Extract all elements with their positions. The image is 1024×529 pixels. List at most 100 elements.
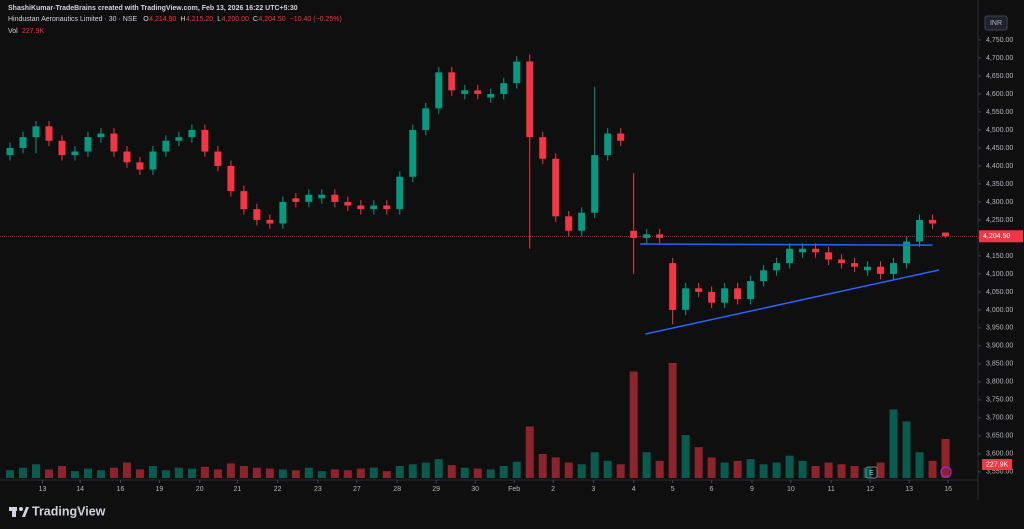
volume-bar [382, 471, 391, 478]
volume-label-box [982, 459, 1012, 470]
y-tick-label: 3,550.00 [986, 469, 1013, 476]
candle-body [240, 191, 248, 210]
volume-bar [876, 462, 885, 478]
dividend-icon[interactable] [940, 466, 952, 478]
candle-body [123, 151, 131, 163]
candle-body [344, 201, 352, 206]
y-tick-label: 3,650.00 [986, 433, 1013, 440]
change: −10.40 (−0.25%) [290, 16, 342, 23]
y-tick-label: 4,300.00 [986, 199, 1013, 206]
ohlc-legend: Hindustan Aeronautics Limited · 30 · NSE… [8, 16, 342, 23]
candle-body [747, 281, 755, 300]
ohlc-value: 4,215.20 [186, 16, 213, 23]
volume-bar [317, 471, 326, 478]
footer [0, 500, 1024, 529]
symbol: Hindustan Aeronautics Limited · 30 · NSE [8, 16, 138, 23]
ohlc-key: L [217, 16, 221, 23]
earnings-icon[interactable] [865, 466, 878, 479]
volume-bar [473, 468, 482, 478]
y-tick-label: 4,100.00 [986, 271, 1013, 278]
volume-bar [707, 457, 716, 478]
volume-bar [889, 409, 898, 478]
volume-bar [369, 467, 378, 478]
candle-body [201, 129, 209, 152]
candle-body [851, 263, 859, 267]
volume-bar [96, 470, 105, 478]
candle-body [396, 176, 404, 210]
candle-body [539, 137, 547, 159]
x-tick-label: 23 [314, 486, 322, 493]
volume-bar [252, 467, 261, 478]
volume-bar [902, 421, 911, 478]
volume-label: 227.9K [986, 461, 1009, 468]
volume-bar [304, 467, 313, 478]
volume-bar [564, 462, 573, 478]
candle-body [58, 140, 66, 156]
volume-bar [577, 464, 586, 478]
x-tick-label: 19 [156, 486, 164, 493]
candle-body [84, 137, 92, 152]
volume-bar [499, 465, 508, 478]
volume-bar [213, 469, 222, 478]
candle-body [890, 263, 898, 274]
volume-bar [616, 464, 625, 478]
y-tick-label: 4,650.00 [986, 73, 1013, 80]
candle-body [682, 288, 690, 310]
y-tick-label: 4,550.00 [986, 109, 1013, 116]
y-tick-label: 3,600.00 [986, 451, 1013, 458]
ohlc-key: C [253, 16, 258, 23]
candle-body [110, 133, 118, 152]
volume-bar [746, 459, 755, 478]
earnings-letter[interactable]: E [869, 470, 874, 477]
y-tick-label: 3,700.00 [986, 415, 1013, 422]
candle-body [383, 205, 391, 210]
candle-body [773, 263, 781, 271]
candle-body [149, 151, 157, 170]
volume-bar [798, 460, 807, 478]
volume-bar [83, 468, 92, 478]
ohlc-key: H [180, 16, 185, 23]
volume-bar [70, 471, 79, 478]
x-tick-label: 22 [274, 486, 282, 493]
candle-body [903, 241, 911, 264]
volume-bar [811, 465, 820, 478]
candle-body [409, 129, 417, 177]
x-tick-label: 6 [710, 486, 714, 493]
volume-bar [720, 462, 729, 478]
volume-bar [395, 465, 404, 478]
y-tick-label: 3,900.00 [986, 343, 1013, 350]
trendline [645, 269, 940, 335]
volume-bar [447, 465, 456, 478]
volume-bar [239, 465, 248, 478]
y-tick-label: 4,250.00 [986, 217, 1013, 224]
x-tick-label: Feb [508, 486, 520, 493]
volume-bar [226, 463, 235, 478]
volume-bar [187, 468, 196, 478]
candle-body [630, 230, 638, 238]
y-tick-label: 4,600.00 [986, 91, 1013, 98]
volume-bar [629, 371, 638, 478]
candle-body [45, 126, 53, 141]
candle-body [266, 219, 274, 224]
currency-box[interactable] [984, 15, 1008, 31]
price-label-box [979, 230, 1023, 243]
ohlc-key: O [143, 16, 149, 23]
volume-bar [655, 460, 664, 478]
candle-body [552, 158, 560, 217]
volume-bar [109, 467, 118, 478]
candle-body [721, 288, 729, 303]
y-tick-label: 3,750.00 [986, 397, 1013, 404]
candle-body [214, 151, 222, 166]
brand: TradingView [32, 504, 106, 518]
volume-bar [928, 460, 937, 478]
volume-bar [759, 464, 768, 478]
candle-body [617, 133, 625, 141]
candle-body [500, 83, 508, 94]
volume-bar [57, 465, 66, 478]
y-tick-label: 3,850.00 [986, 361, 1013, 368]
candle-body [188, 129, 196, 138]
currency[interactable]: INR [990, 20, 1002, 27]
volume-bar [863, 467, 872, 478]
